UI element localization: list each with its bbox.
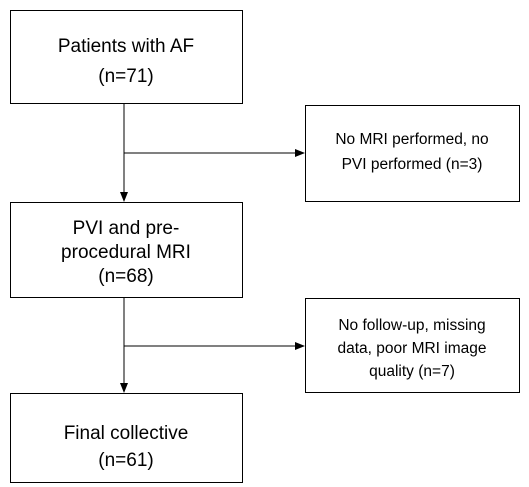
- box: [10, 10, 243, 104]
- box-text: (n=68): [98, 266, 153, 287]
- box: [10, 393, 243, 483]
- box: [10, 202, 243, 298]
- box-text: Patients with AF: [58, 36, 194, 57]
- box-text: (n=71): [98, 66, 153, 87]
- box: [305, 298, 520, 393]
- box-text: procedural MRI: [61, 242, 191, 263]
- box-text: PVI and pre-: [73, 218, 180, 239]
- box-text: No follow-up, missing: [338, 317, 485, 334]
- box-text: data, poor MRI image: [337, 340, 486, 357]
- box-text: quality (n=7): [369, 363, 455, 380]
- box: [305, 105, 520, 202]
- box-text: PVI performed (n=3): [342, 156, 483, 173]
- box-text: Final collective: [64, 423, 189, 444]
- box-text: No MRI performed, no: [335, 131, 488, 148]
- box-text: (n=61): [98, 450, 153, 471]
